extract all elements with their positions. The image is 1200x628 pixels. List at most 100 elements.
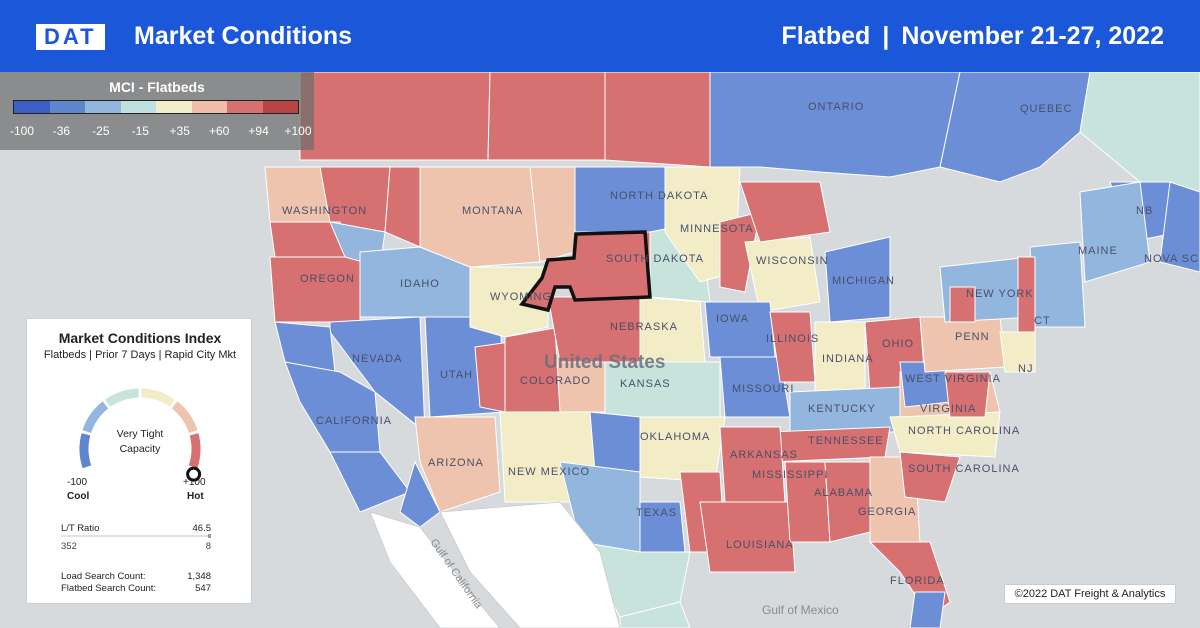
region-minnesota-east[interactable]: [719, 211, 761, 293]
map-label: NORTH DAKOTA: [610, 190, 708, 202]
selected-market-outline[interactable]: [518, 230, 652, 313]
region-new-york-west[interactable]: [949, 286, 976, 323]
region-ontario[interactable]: [709, 72, 961, 178]
gauge-status-line1: Very Tight: [116, 428, 164, 440]
legend-swatch: [191, 101, 227, 113]
map-label: WISCONSIN: [756, 255, 829, 267]
region-arkansas[interactable]: [719, 426, 786, 503]
map-label: IOWA: [716, 313, 749, 325]
map-label: TENNESSEE: [808, 435, 884, 447]
legend-title: MCI - Flatbeds: [109, 79, 205, 95]
region-maine[interactable]: [1079, 181, 1151, 283]
map-label: KANSAS: [620, 378, 671, 390]
map-label: NJ: [1018, 363, 1033, 375]
map-label: NEW YORK: [966, 288, 1034, 300]
gauge-arc-segment: [105, 388, 139, 408]
region-mexico-baja[interactable]: [369, 511, 501, 628]
map-label: SOUTH CAROLINA: [908, 463, 1020, 475]
map-label: MONTANA: [462, 205, 523, 217]
map-label: OKLAHOMA: [640, 431, 710, 443]
legend-swatch: [262, 101, 298, 113]
region-montana-west[interactable]: [419, 166, 541, 268]
region-alabama[interactable]: [824, 461, 871, 543]
gauge-min-label: Cool: [67, 491, 90, 502]
loads-count: 352: [61, 541, 77, 552]
legend-tick-label: +60: [208, 124, 230, 138]
region-louisiana[interactable]: [699, 501, 796, 573]
load-search-label: Load Search Count:: [61, 571, 146, 582]
region-arizona[interactable]: [414, 416, 501, 513]
map-label: ARKANSAS: [730, 449, 798, 461]
lt-ratio-label: L/T Ratio: [61, 523, 100, 534]
mci-legend: MCI - Flatbeds -100 -36 -25 -15 +35 +60 +94 +10…: [0, 72, 314, 150]
map-label: KENTUCKY: [808, 403, 876, 415]
lt-ratio-row: L/T Ratio 46.5: [61, 523, 211, 534]
map-label: TEXAS: [636, 507, 677, 519]
copyright-notice: ©2022 DAT Freight & Analytics: [1004, 584, 1176, 604]
gauge-arcs: [79, 388, 201, 469]
map-label: MINNESOTA: [680, 223, 754, 235]
legend-swatch: [120, 101, 156, 113]
mci-gauge: [79, 388, 202, 482]
map-label: FLORIDA: [890, 575, 945, 587]
region-saskatchewan[interactable]: [604, 72, 711, 168]
flatbed-search-row: Flatbed Search Count: 547: [61, 583, 211, 594]
region-penn[interactable]: [919, 316, 1006, 373]
map-label: NEW MEXICO: [508, 466, 590, 478]
region-mexico-mainland[interactable]: [439, 501, 621, 628]
map-label: WASHINGTON: [282, 205, 367, 217]
region-florida-south[interactable]: [909, 591, 946, 628]
region-nova-scotia[interactable]: [1159, 181, 1200, 273]
region-iowa[interactable]: [704, 301, 776, 358]
gauge-status-line2: Capacity: [119, 443, 161, 455]
page-title: Market Conditions: [134, 22, 353, 50]
gauge-max-value: +100: [183, 477, 206, 488]
region-texas-coast[interactable]: [639, 501, 686, 553]
region-michigan[interactable]: [824, 236, 891, 323]
legend-swatch: [14, 101, 50, 113]
panel-subtitle: Flatbeds | Prior 7 Days | Rapid City Mkt: [43, 349, 237, 361]
region-quebec[interactable]: [939, 72, 1091, 183]
legend-swatch: [85, 101, 121, 113]
load-search-row: Load Search Count: 1,348: [61, 571, 211, 582]
map-label: MICHIGAN: [832, 275, 895, 287]
map-label: CALIFORNIA: [316, 415, 392, 427]
region-oregon-south[interactable]: [269, 256, 361, 323]
region-south-carolina[interactable]: [899, 451, 961, 503]
map-label: MAINE: [1078, 245, 1118, 257]
region-texas-south[interactable]: [619, 601, 691, 628]
map-label: OREGON: [300, 273, 355, 285]
equipment-type: Flatbed: [781, 22, 871, 50]
region-virginia-east[interactable]: [944, 371, 991, 418]
region-bc[interactable]: [299, 72, 491, 161]
us-market-map[interactable]: WASHINGTON OREGON CALIFORNIA NEVADA IDAH…: [0, 72, 1200, 628]
gauge-arc-segment: [79, 433, 92, 469]
region-new-jersey[interactable]: [999, 331, 1036, 373]
header-bar: DAT Market Conditions Flatbed | November 2…: [0, 0, 1200, 72]
page-subtitle: Flatbed | November 21-27, 2022: [781, 22, 1164, 51]
legend-ticks: -100 -36 -25 -15 +35 +60 +94 +100: [0, 124, 314, 140]
map-label: COLORADO: [520, 375, 591, 387]
map-label: ARIZONA: [428, 457, 484, 469]
map-label: SOUTH DAKOTA: [606, 253, 704, 265]
map-label: LOUISIANA: [726, 539, 794, 551]
flatbed-search-label: Flatbed Search Count:: [61, 583, 157, 594]
map-label: NEVADA: [352, 353, 402, 365]
region-wyoming[interactable]: [469, 266, 549, 338]
map-label: UTAH: [440, 369, 473, 381]
region-wisconsin-north[interactable]: [739, 181, 831, 243]
map-label: OHIO: [882, 338, 914, 350]
region-alberta[interactable]: [487, 72, 606, 161]
legend-swatch: [227, 101, 263, 113]
region-wisconsin[interactable]: [744, 236, 821, 313]
map-label: ONTARIO: [808, 101, 864, 113]
legend-color-scale: [13, 100, 299, 114]
legend-swatch: [49, 101, 85, 113]
legend-tick-label: -25: [92, 124, 110, 138]
map-label: NOVA SC: [1144, 253, 1199, 265]
lt-ratio-bar: [61, 534, 211, 538]
water-label-gulf-mexico: Gulf of Mexico: [762, 603, 839, 617]
gauge-arc-segment: [82, 401, 109, 434]
loads-trucks-row: 352 8: [61, 541, 211, 552]
legend-tick-label: +100: [284, 124, 312, 138]
